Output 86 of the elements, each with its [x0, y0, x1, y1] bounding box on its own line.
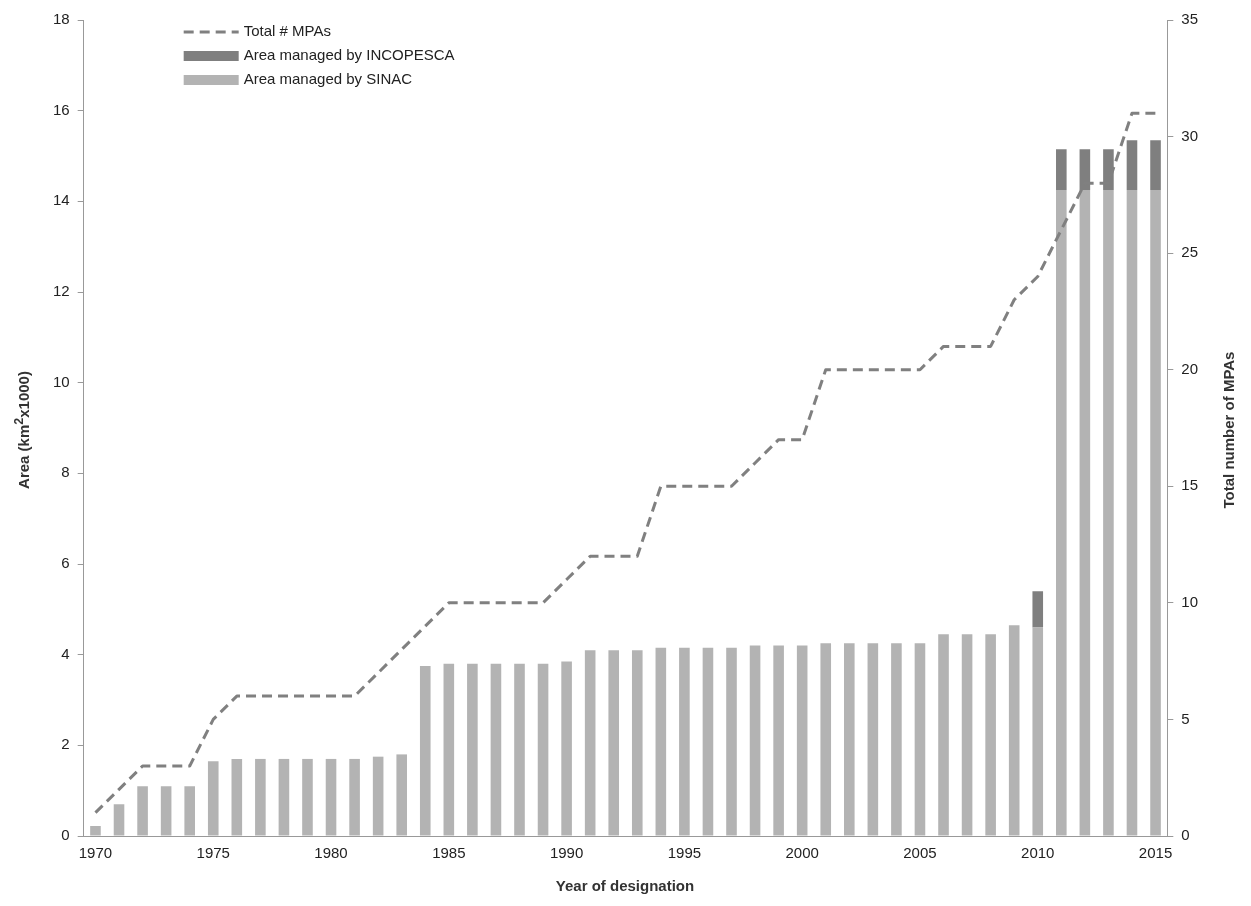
- bar: [207, 761, 219, 836]
- bar: [467, 663, 478, 836]
- bar: [679, 647, 690, 836]
- y-tick-label: 10: [53, 372, 70, 390]
- bar: [137, 786, 148, 836]
- y2-tick-label: 30: [1181, 126, 1198, 144]
- bar: [231, 758, 243, 836]
- x-axis-title: Year of designation: [555, 876, 695, 894]
- y-tick-label: 6: [61, 554, 70, 572]
- bar: [655, 647, 667, 836]
- y2-tick-label: 15: [1181, 476, 1198, 494]
- x-tick-label: 2005: [903, 844, 937, 862]
- y-tick-label: 8: [61, 463, 70, 481]
- bar: [1056, 190, 1067, 836]
- y2-tick-label: 20: [1181, 359, 1198, 377]
- bar: [113, 804, 125, 836]
- bar: [1103, 149, 1114, 190]
- y-tick-label: 16: [53, 100, 70, 118]
- bar: [349, 758, 360, 836]
- y-tick-label: 14: [53, 191, 70, 209]
- bar: [255, 758, 266, 836]
- bar: [372, 756, 384, 836]
- bar: [1126, 190, 1138, 836]
- bar: [843, 643, 855, 836]
- bar: [867, 643, 879, 836]
- legend-label: Area managed by SINAC: [243, 70, 413, 88]
- y-tick-label: 18: [53, 10, 70, 28]
- x-tick-label: 1995: [667, 844, 702, 862]
- bar: [490, 663, 502, 836]
- bar: [985, 634, 996, 836]
- y-tick-label: 12: [53, 282, 70, 300]
- bar: [1103, 190, 1114, 836]
- y2-tick-label: 5: [1181, 709, 1190, 727]
- bar: [1032, 591, 1044, 628]
- bar: [537, 663, 549, 836]
- x-tick-label: 1975: [196, 844, 230, 862]
- y-tick-label: 2: [61, 735, 70, 753]
- x-tick-label: 2000: [785, 844, 819, 862]
- x-tick-label: 1990: [549, 844, 584, 862]
- bar: [1032, 627, 1044, 836]
- bar: [726, 647, 737, 836]
- bar: [891, 643, 902, 836]
- bar: [1150, 190, 1161, 836]
- y2-tick-label: 25: [1181, 243, 1198, 261]
- bar: [325, 758, 337, 836]
- bar: [396, 754, 408, 836]
- bar: [631, 650, 643, 836]
- bar: [584, 650, 596, 836]
- legend-label: Area managed by INCOPESCA: [243, 46, 455, 64]
- legend-label: Total # MPAs: [243, 22, 331, 40]
- bar: [1056, 149, 1067, 190]
- bar: [90, 826, 101, 836]
- bar: [796, 645, 808, 836]
- bar: [302, 758, 313, 836]
- bar: [608, 650, 620, 836]
- x-tick-label: 1970: [78, 844, 113, 862]
- x-tick-label: 2015: [1138, 844, 1173, 862]
- bar: [1008, 625, 1020, 836]
- bar: [1126, 140, 1138, 190]
- bar: [1079, 149, 1091, 190]
- bar: [938, 634, 949, 836]
- y2-axis-title: Total number of MPAs: [1219, 351, 1237, 509]
- bar: [419, 666, 431, 836]
- bar: [820, 643, 832, 836]
- y2-tick-label: 10: [1181, 593, 1198, 610]
- bar: [514, 663, 525, 836]
- bar: [961, 634, 973, 836]
- bar: [773, 645, 784, 836]
- y2-tick-label: 35: [1181, 10, 1198, 28]
- x-tick-label: 1980: [314, 844, 348, 862]
- bar: [443, 663, 455, 836]
- bar: [1150, 140, 1161, 190]
- bar: [702, 647, 714, 836]
- bar: [184, 786, 195, 836]
- line-series: [93, 111, 1158, 815]
- bar: [561, 661, 572, 836]
- x-tick-label: 1985: [432, 844, 466, 862]
- bar: [1079, 190, 1091, 836]
- x-tick-label: 2010: [1021, 844, 1055, 862]
- bar: [914, 643, 926, 836]
- y2-tick-label: 0: [1181, 826, 1190, 844]
- y-tick-label: 0: [61, 826, 70, 844]
- y-tick-label: 4: [61, 644, 70, 662]
- bar: [278, 758, 290, 836]
- bar: [160, 786, 172, 836]
- bar: [749, 645, 761, 836]
